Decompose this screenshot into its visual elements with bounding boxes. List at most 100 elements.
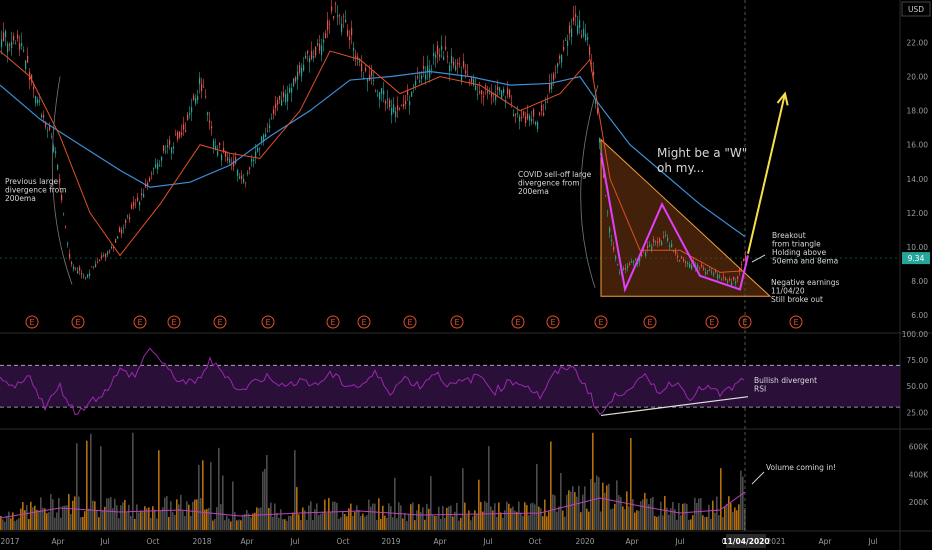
- earnings-circle: [738, 315, 752, 329]
- candle-body: [187, 114, 189, 120]
- volume-bar: [694, 497, 696, 530]
- candle-body: [433, 52, 435, 57]
- volume-bar: [224, 520, 226, 530]
- volume-bar: [626, 491, 628, 530]
- earnings-marker-7[interactable]: E: [326, 315, 340, 329]
- volume-bar: [516, 511, 518, 530]
- volume-bar: [208, 507, 210, 530]
- earnings-marker-12[interactable]: E: [546, 315, 560, 329]
- earnings-marker-14[interactable]: E: [643, 315, 657, 329]
- candle-body: [127, 215, 129, 217]
- earnings-marker-3[interactable]: E: [133, 315, 147, 329]
- earnings-label: E: [598, 318, 603, 327]
- candle-body: [631, 261, 633, 263]
- candle-body: [531, 118, 533, 122]
- candle-body: [279, 95, 281, 101]
- volume-bar: [278, 517, 280, 530]
- volume-bar: [250, 517, 252, 530]
- earnings-marker-16[interactable]: E: [738, 315, 752, 329]
- earnings-circle: [133, 315, 147, 329]
- candle-body: [215, 146, 217, 150]
- earnings-label: E: [361, 318, 366, 327]
- earnings-marker-11[interactable]: E: [511, 315, 525, 329]
- earnings-circle: [25, 315, 39, 329]
- earnings-marker-9[interactable]: E: [403, 315, 417, 329]
- earnings-marker-17[interactable]: E: [789, 315, 803, 329]
- volume-bar: [60, 517, 62, 530]
- candle-body: [207, 112, 209, 116]
- earnings-marker-6[interactable]: E: [261, 315, 275, 329]
- candle-body: [313, 55, 315, 58]
- volume-bar: [64, 505, 66, 530]
- annotation-prev-divergence: divergence from: [5, 186, 67, 195]
- candle-body: [173, 146, 175, 149]
- volume-bar: [724, 506, 726, 530]
- earnings-label: E: [171, 318, 176, 327]
- volume-bar: [428, 508, 430, 530]
- volume-bar: [304, 510, 306, 530]
- candle-body: [97, 261, 99, 263]
- candle-body: [519, 116, 521, 122]
- candle-body: [343, 15, 345, 17]
- earnings-label: E: [137, 318, 142, 327]
- volume-bar: [496, 516, 498, 530]
- candle-body: [185, 130, 187, 132]
- earnings-marker-4[interactable]: E: [167, 315, 181, 329]
- earnings-marker-5[interactable]: E: [213, 315, 227, 329]
- candle-body: [325, 33, 327, 39]
- rsi-tick-label: 50.00: [907, 382, 929, 391]
- volume-bar: [92, 500, 94, 530]
- volume-bar: [108, 498, 110, 530]
- volume-bar: [394, 477, 396, 530]
- volume-bar: [158, 450, 160, 530]
- volume-bar: [354, 511, 356, 530]
- volume-bar: [302, 507, 304, 530]
- volume-bar: [362, 513, 364, 530]
- earnings-marker-2[interactable]: E: [71, 315, 85, 329]
- candle-body: [619, 271, 621, 273]
- volume-bar: [72, 500, 74, 530]
- volume-bar: [744, 508, 746, 530]
- volume-bar: [174, 515, 176, 530]
- candle-body: [31, 74, 33, 82]
- volume-bar: [684, 503, 686, 530]
- earnings-marker-15[interactable]: E: [705, 315, 719, 329]
- volume-bar: [598, 477, 600, 530]
- rsi-tick-label: 75.00: [907, 356, 929, 365]
- annotation-rsi: RSI: [754, 385, 766, 394]
- candle-body: [431, 68, 433, 70]
- earnings-marker-1[interactable]: E: [25, 315, 39, 329]
- candle-body: [133, 201, 135, 207]
- candle-body: [409, 101, 411, 106]
- candle-body: [7, 43, 9, 53]
- volume-bar: [536, 463, 538, 530]
- volume-bar: [280, 509, 282, 530]
- candle-body: [585, 33, 587, 41]
- volume-bars: [0, 432, 746, 530]
- candle-body: [459, 63, 461, 65]
- candle-body: [93, 266, 95, 268]
- candle-body: [87, 274, 89, 278]
- indicator-lines: [0, 50, 746, 416]
- volume-bar: [118, 518, 120, 530]
- candle-body: [549, 83, 551, 91]
- volume-bar: [716, 496, 718, 530]
- candle-body: [17, 34, 19, 39]
- candle-body: [143, 193, 145, 198]
- candle-body: [683, 258, 685, 262]
- candle-body: [327, 20, 329, 30]
- earnings-marker-13[interactable]: E: [594, 315, 608, 329]
- earnings-marker-8[interactable]: E: [357, 315, 371, 329]
- candle-body: [677, 255, 679, 258]
- volume-bar: [110, 497, 112, 530]
- volume-bar: [14, 521, 16, 530]
- time-tick-label: Jul: [674, 537, 684, 546]
- volume-bar: [492, 510, 494, 530]
- earnings-marker-10[interactable]: E: [450, 315, 464, 329]
- candle-body: [415, 80, 417, 86]
- volume-bar: [82, 516, 84, 530]
- volume-bar: [178, 504, 180, 530]
- candle-body: [563, 46, 565, 51]
